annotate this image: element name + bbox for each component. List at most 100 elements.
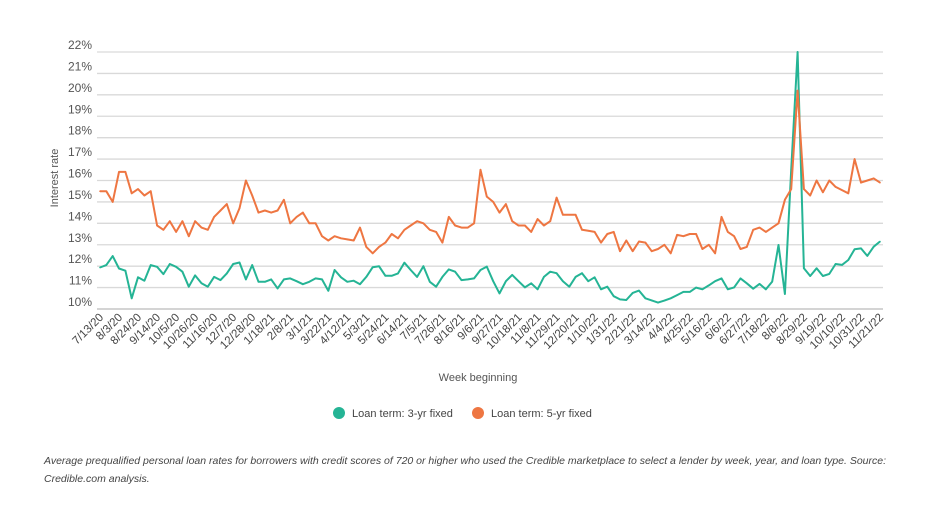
- y-axis-title: Interest rate: [49, 149, 61, 208]
- data-point: [251, 194, 253, 197]
- data-point: [314, 222, 317, 225]
- data-point: [707, 243, 710, 246]
- data-point: [232, 222, 234, 225]
- data-point: [517, 224, 520, 227]
- data-point: [264, 209, 266, 212]
- data-point: [295, 216, 298, 218]
- data-point: [460, 279, 463, 281]
- data-point: [447, 268, 450, 271]
- data-point: [733, 235, 735, 237]
- data-point: [492, 280, 494, 282]
- data-point: [549, 220, 552, 222]
- legend-label-5yr: Loan term: 5-yr fixed: [491, 408, 592, 420]
- data-point: [638, 289, 640, 292]
- data-point: [276, 209, 279, 212]
- data-point: [486, 195, 488, 198]
- data-point: [771, 226, 773, 229]
- data-point: [200, 226, 203, 229]
- data-point: [746, 246, 748, 248]
- data-point: [739, 277, 742, 280]
- data-point: [149, 264, 152, 266]
- data-point: [238, 261, 241, 264]
- data-point: [207, 228, 209, 231]
- data-point: [872, 245, 875, 248]
- data-point: [194, 220, 196, 222]
- data-point: [543, 224, 545, 227]
- data-point: [441, 276, 444, 278]
- data-point: [130, 297, 133, 300]
- data-point: [524, 286, 526, 289]
- data-point: [143, 194, 146, 197]
- data-point: [688, 291, 691, 293]
- data-point: [118, 267, 120, 270]
- data-point: [473, 277, 475, 280]
- data-point: [669, 252, 672, 255]
- data-point: [739, 248, 742, 250]
- data-point: [549, 270, 552, 273]
- data-point: [682, 291, 685, 293]
- data-point: [562, 213, 564, 216]
- data-point: [283, 278, 285, 281]
- data-point: [669, 297, 672, 300]
- data-point: [733, 286, 735, 289]
- data-point: [555, 196, 558, 199]
- series-line-3yr: [99, 51, 881, 304]
- data-point: [359, 226, 361, 229]
- data-point: [130, 192, 133, 195]
- data-point: [346, 238, 349, 241]
- data-point: [815, 267, 818, 270]
- legend-label-3yr: Loan term: 3-yr fixed: [352, 408, 453, 420]
- data-point: [143, 279, 146, 282]
- data-point: [505, 203, 507, 205]
- data-point: [650, 299, 653, 302]
- data-point: [593, 276, 596, 279]
- y-axis-ticks: 10% 11% 12% 13% 14% 15% 16% 17% 18% 19% 20% 21% 22%: [68, 38, 92, 309]
- data-point: [619, 250, 621, 252]
- data-point: [625, 239, 628, 242]
- data-point: [822, 191, 824, 194]
- data-point: [777, 244, 780, 246]
- data-point: [416, 220, 418, 222]
- y-tick-label: 16%: [68, 167, 92, 181]
- data-point: [238, 207, 241, 210]
- data-point: [574, 213, 577, 216]
- y-tick-label: 11%: [69, 274, 92, 288]
- y-tick-label: 18%: [68, 124, 92, 138]
- data-point: [397, 237, 399, 240]
- data-point: [530, 282, 533, 285]
- data-point: [175, 231, 177, 233]
- data-point: [441, 241, 444, 244]
- data-point: [860, 247, 862, 250]
- data-point: [460, 226, 463, 229]
- data-point: [828, 273, 831, 275]
- data-point: [257, 281, 260, 283]
- y-tick-label: 12%: [68, 252, 92, 266]
- data-point: [530, 231, 533, 233]
- data-point: [498, 211, 501, 214]
- data-point: [809, 194, 812, 197]
- data-point: [581, 272, 583, 275]
- data-point: [409, 269, 412, 271]
- data-point: [879, 240, 881, 243]
- data-point: [245, 179, 247, 182]
- data-point: [302, 211, 304, 214]
- data-point: [765, 231, 767, 233]
- data-point: [714, 252, 716, 255]
- data-point: [606, 233, 609, 235]
- data-point: [302, 283, 304, 285]
- y-tick-label: 17%: [68, 145, 92, 159]
- data-point: [796, 51, 799, 53]
- data-point: [467, 278, 469, 281]
- data-point: [619, 298, 621, 301]
- data-point: [866, 179, 869, 182]
- data-point: [631, 292, 634, 294]
- data-point: [194, 274, 196, 277]
- data-point: [688, 233, 691, 235]
- series-lines: [99, 51, 881, 304]
- data-point: [137, 276, 139, 279]
- data-point: [435, 231, 437, 233]
- data-point: [314, 277, 317, 280]
- data-point: [181, 220, 184, 222]
- data-point: [295, 280, 298, 282]
- data-point: [841, 189, 843, 191]
